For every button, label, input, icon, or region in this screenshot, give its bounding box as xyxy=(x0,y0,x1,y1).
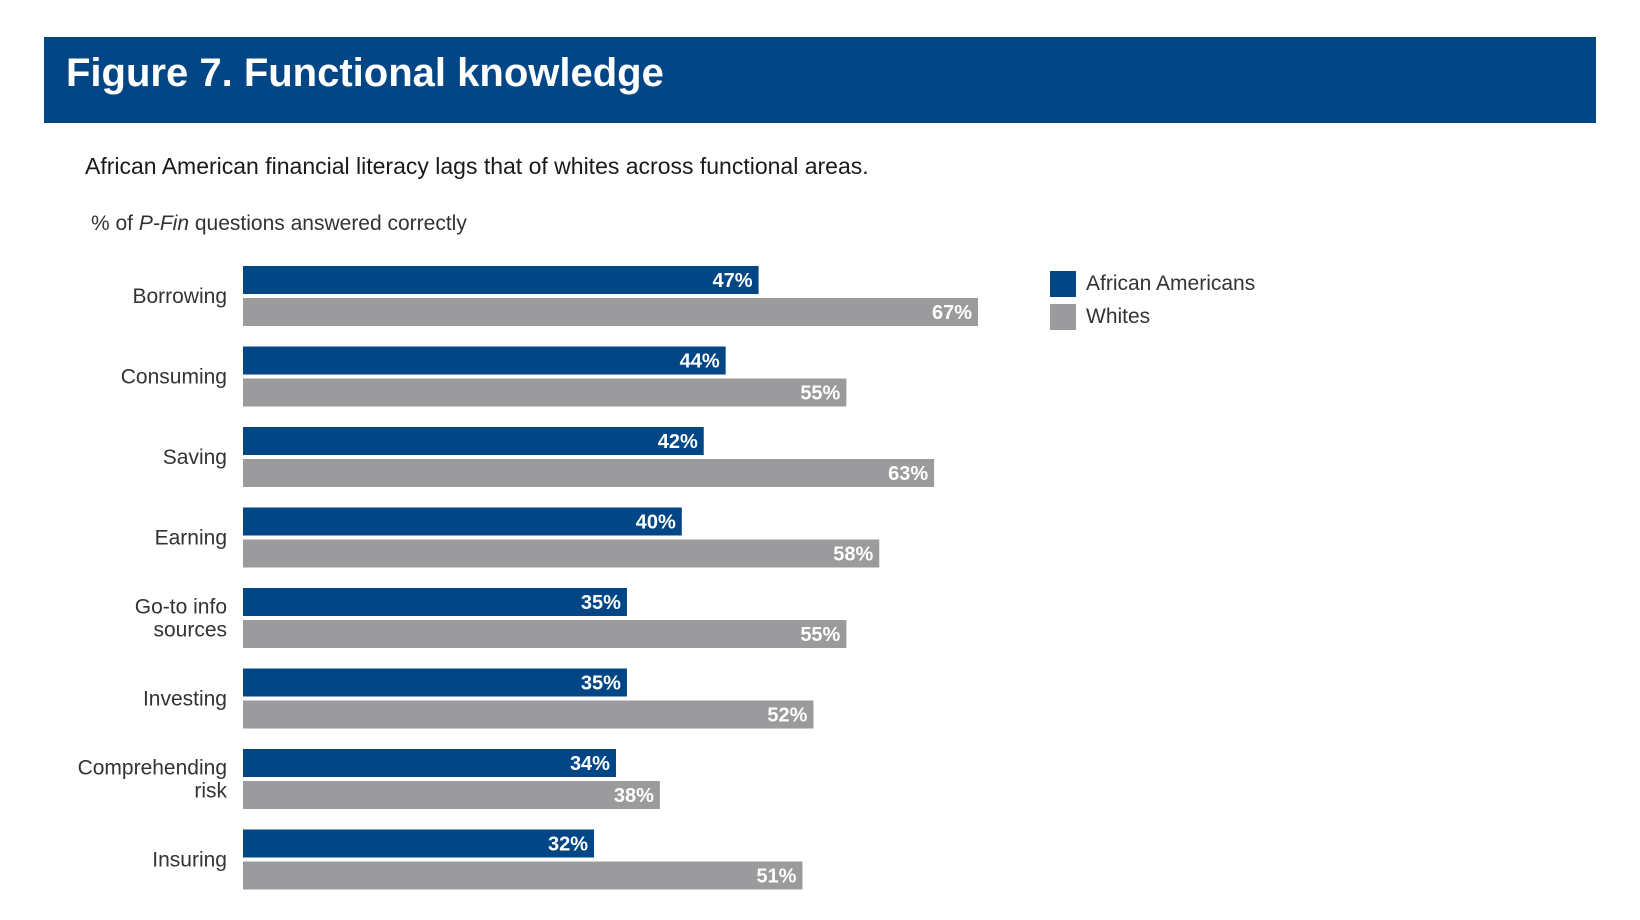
bar-whites-1 xyxy=(243,378,847,407)
bar-whites-0 xyxy=(243,298,978,326)
category-label-6-line-0: Comprehending xyxy=(78,757,227,780)
chart-title: Figure 7. Functional knowledge xyxy=(66,51,664,95)
category-label-7: Insuring xyxy=(152,849,227,872)
legend-item-whites: Whites xyxy=(1050,303,1255,331)
data-label-whites-6: 38% xyxy=(614,785,654,807)
data-label-african-americans-1: 44% xyxy=(680,351,720,373)
chart-subtitle: African American financial literacy lags… xyxy=(85,153,869,179)
legend-swatch-whites xyxy=(1050,304,1076,330)
bar-african-americans-1 xyxy=(243,346,726,375)
data-label-whites-2: 63% xyxy=(888,463,928,485)
bar-african-americans-0 xyxy=(243,266,759,294)
data-label-whites-5: 52% xyxy=(767,705,807,727)
data-label-african-americans-4: 35% xyxy=(581,592,621,614)
category-label-1: Consuming xyxy=(121,366,227,389)
legend-item-african-americans: African Americans xyxy=(1050,270,1255,298)
axis-note-prefix: % of xyxy=(91,212,139,235)
bar-african-americans-3 xyxy=(243,507,682,536)
data-label-whites-4: 55% xyxy=(800,624,840,646)
category-label-4-line-1: sources xyxy=(153,619,227,642)
bar-whites-6 xyxy=(243,781,660,809)
data-label-african-americans-3: 40% xyxy=(636,512,676,534)
bar-african-americans-4 xyxy=(243,588,627,616)
bar-african-americans-5 xyxy=(243,668,627,697)
bar-african-americans-2 xyxy=(243,427,704,455)
category-label-0: Borrowing xyxy=(132,285,227,308)
title-bar: Figure 7. Functional knowledge xyxy=(44,37,1596,123)
bar-african-americans-6 xyxy=(243,749,616,777)
legend-swatch-african-americans xyxy=(1050,271,1076,297)
data-label-african-americans-7: 32% xyxy=(548,834,588,856)
data-label-whites-0: 67% xyxy=(932,302,972,324)
data-label-whites-1: 55% xyxy=(800,383,840,405)
bar-whites-5 xyxy=(243,700,814,729)
axis-note: % of P-Fin questions answered correctly xyxy=(91,212,467,236)
data-label-african-americans-6: 34% xyxy=(570,753,610,775)
category-label-2: Saving xyxy=(163,446,227,469)
legend-label-african-americans: African Americans xyxy=(1086,272,1256,295)
axis-note-suffix: questions answered correctly xyxy=(189,212,467,235)
category-label-3: Earning xyxy=(155,527,227,550)
data-label-whites-7: 51% xyxy=(756,866,796,888)
legend-label-whites: Whites xyxy=(1086,305,1151,328)
category-label-5: Investing xyxy=(143,688,227,711)
bar-whites-2 xyxy=(243,459,935,487)
category-label-6-line-1: risk xyxy=(194,780,227,803)
category-label-4-line-0: Go-to info xyxy=(135,596,227,619)
data-label-african-americans-5: 35% xyxy=(581,673,621,695)
bar-whites-7 xyxy=(243,861,803,890)
legend: African Americans Whites xyxy=(1050,270,1255,336)
data-label-whites-3: 58% xyxy=(833,544,873,566)
data-label-african-americans-0: 47% xyxy=(713,270,753,292)
axis-note-italic: P-Fin xyxy=(138,212,190,235)
data-label-african-americans-2: 42% xyxy=(658,431,698,453)
bar-african-americans-7 xyxy=(243,829,595,858)
bar-whites-3 xyxy=(243,539,880,568)
bar-whites-4 xyxy=(243,620,847,648)
